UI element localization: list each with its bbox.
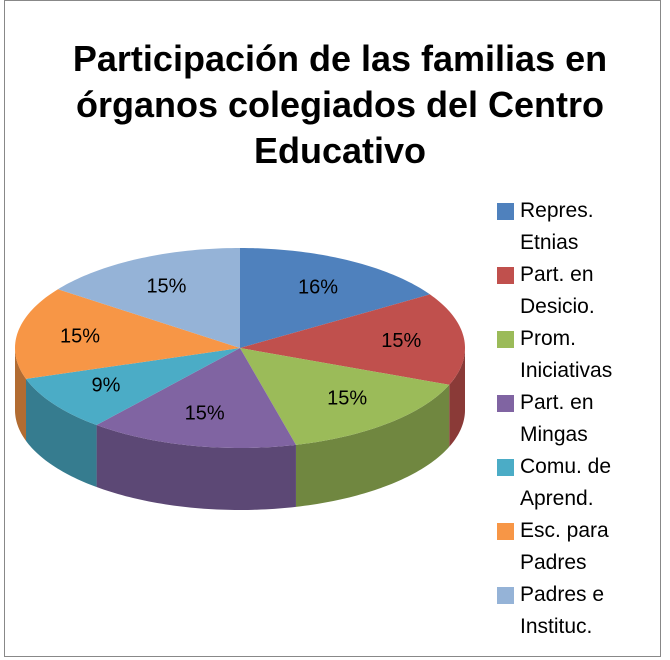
slice (26, 348, 241, 426)
legend-label: Part. en Desicio. (520, 263, 595, 318)
legend: Repres. Etnias Part. en Desicio. Prom. Ini… (497, 195, 657, 643)
legend-swatch (497, 395, 514, 412)
data-label: 15% (146, 276, 186, 298)
legend-item: Part. en Desicio. (497, 259, 657, 323)
legend-swatch (497, 203, 514, 220)
slice (240, 248, 430, 348)
data-label: 15% (327, 387, 367, 409)
slice (240, 294, 465, 385)
legend-label: Part. en Mingas (520, 391, 594, 446)
slice-side (295, 384, 450, 507)
legend-swatch (497, 331, 514, 348)
legend-label: Prom. Iniciativas (520, 327, 613, 382)
legend-item: Padres e Instituc. (497, 579, 657, 643)
slice-side (26, 378, 97, 488)
slice-side (96, 425, 296, 510)
slice-side (15, 348, 27, 441)
legend-label: Esc. para Padres (520, 519, 609, 574)
legend-label: Repres. Etnias (520, 199, 594, 254)
data-label: 16% (298, 277, 338, 299)
data-label: 15% (185, 403, 225, 425)
slice (15, 289, 240, 379)
data-label: 9% (92, 375, 121, 397)
legend-label: Comu. de Aprend. (520, 455, 612, 510)
legend-swatch (497, 267, 514, 284)
legend-label: Padres e Instituc. (520, 583, 605, 638)
slice (57, 248, 240, 348)
legend-item: Esc. para Padres (497, 515, 657, 579)
legend-swatch (497, 523, 514, 540)
slice (96, 348, 296, 448)
legend-item: Part. en Mingas (497, 387, 657, 451)
slice-side (449, 348, 465, 447)
chart-frame (4, 0, 661, 657)
legend-swatch (497, 459, 514, 476)
chart-title: Participación de las familias en órganos… (72, 38, 608, 171)
legend-item: Prom. Iniciativas (497, 323, 657, 387)
slice (240, 348, 450, 445)
legend-swatch (497, 587, 514, 604)
data-label: 15% (381, 330, 421, 352)
legend-item: Comu. de Aprend. (497, 451, 657, 515)
data-label: 15% (60, 326, 100, 348)
legend-item: Repres. Etnias (497, 195, 657, 259)
